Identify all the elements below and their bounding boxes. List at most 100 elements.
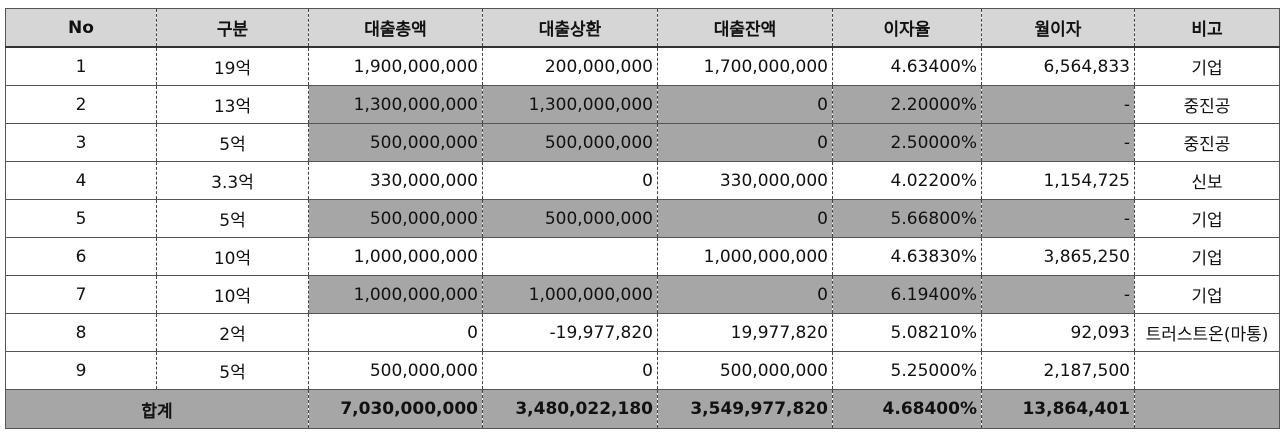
cell-no: 9 xyxy=(5,351,157,390)
table-footer: 합계 7,030,000,000 3,480,022,180 3,549,977… xyxy=(5,389,1280,429)
cell-type: 10억 xyxy=(156,237,309,276)
cell-no: 1 xyxy=(5,47,157,86)
cell-no: 2 xyxy=(5,85,157,124)
cell-interest-rate: 5.25000% xyxy=(832,351,982,390)
cell-loan-balance: 330,000,000 xyxy=(657,161,833,200)
cell-type: 5억 xyxy=(156,199,309,238)
cell-loan-total: 1,300,000,000 xyxy=(308,85,483,124)
cell-no: 8 xyxy=(5,313,157,352)
cell-loan-repaid: 500,000,000 xyxy=(482,199,658,238)
totals-loan-repaid: 3,480,022,180 xyxy=(482,389,658,429)
header-loan-total: 대출총액 xyxy=(308,8,483,48)
cell-loan-repaid: 0 xyxy=(482,351,658,390)
cell-note xyxy=(1134,351,1280,390)
cell-interest-rate: 4.63830% xyxy=(832,237,982,276)
header-interest-rate: 이자율 xyxy=(832,8,982,48)
cell-loan-repaid: 500,000,000 xyxy=(482,123,658,162)
table-row: 6 10억 1,000,000,000 1,000,000,000 4.63830% 3,… xyxy=(5,237,1280,276)
cell-interest-rate: 5.08210% xyxy=(832,313,982,352)
cell-no: 5 xyxy=(5,199,157,238)
cell-monthly-interest: - xyxy=(981,85,1135,124)
cell-interest-rate: 4.63400% xyxy=(832,47,982,86)
cell-loan-total: 500,000,000 xyxy=(308,123,483,162)
header-row: No 구분 대출총액 대출상환 대출잔액 이자율 월이자 비고 xyxy=(5,8,1280,48)
cell-monthly-interest: 3,865,250 xyxy=(981,237,1135,276)
totals-note xyxy=(1134,389,1280,429)
cell-type: 10억 xyxy=(156,275,309,314)
cell-type: 5억 xyxy=(156,351,309,390)
cell-monthly-interest: 2,187,500 xyxy=(981,351,1135,390)
cell-no: 6 xyxy=(5,237,157,276)
cell-interest-rate: 4.02200% xyxy=(832,161,982,200)
cell-note: 기업 xyxy=(1134,47,1280,86)
cell-note: 기업 xyxy=(1134,199,1280,238)
cell-loan-balance: 0 xyxy=(657,123,833,162)
totals-monthly-interest: 13,864,401 xyxy=(981,389,1135,429)
table-row: 3 5억 500,000,000 500,000,000 0 2.50000% - 중진공 xyxy=(5,123,1280,162)
cell-no: 3 xyxy=(5,123,157,162)
header-monthly-interest: 월이자 xyxy=(981,8,1135,48)
table-row: 7 10억 1,000,000,000 1,000,000,000 0 6.19400% -… xyxy=(5,275,1280,314)
cell-monthly-interest: 1,154,725 xyxy=(981,161,1135,200)
table-row: 8 2억 0 -19,977,820 19,977,820 5.08210% 92,093 트… xyxy=(5,313,1280,352)
totals-loan-balance: 3,549,977,820 xyxy=(657,389,833,429)
cell-loan-balance: 1,000,000,000 xyxy=(657,237,833,276)
cell-interest-rate: 6.19400% xyxy=(832,275,982,314)
cell-loan-total: 500,000,000 xyxy=(308,351,483,390)
cell-type: 2억 xyxy=(156,313,309,352)
table-row: 9 5억 500,000,000 0 500,000,000 5.25000% 2,187,… xyxy=(5,351,1280,390)
header-note: 비고 xyxy=(1134,8,1280,48)
cell-note: 트러스트온(마통) xyxy=(1134,313,1280,352)
cell-loan-balance: 0 xyxy=(657,275,833,314)
cell-loan-repaid xyxy=(482,237,658,276)
totals-row: 합계 7,030,000,000 3,480,022,180 3,549,977… xyxy=(5,389,1280,429)
header-no: No xyxy=(5,8,157,48)
cell-interest-rate: 2.50000% xyxy=(832,123,982,162)
cell-interest-rate: 2.20000% xyxy=(832,85,982,124)
cell-loan-repaid: 200,000,000 xyxy=(482,47,658,86)
cell-type: 19억 xyxy=(156,47,309,86)
cell-loan-repaid: 1,300,000,000 xyxy=(482,85,658,124)
cell-loan-repaid: 0 xyxy=(482,161,658,200)
cell-type: 5억 xyxy=(156,123,309,162)
table-header: No 구분 대출총액 대출상환 대출잔액 이자율 월이자 비고 xyxy=(5,8,1280,48)
table-body: 1 19억 1,900,000,000 200,000,000 1,700,000,00… xyxy=(5,47,1280,390)
cell-loan-balance: 500,000,000 xyxy=(657,351,833,390)
cell-loan-balance: 1,700,000,000 xyxy=(657,47,833,86)
cell-loan-repaid: -19,977,820 xyxy=(482,313,658,352)
cell-interest-rate: 5.66800% xyxy=(832,199,982,238)
loan-table: No 구분 대출총액 대출상환 대출잔액 이자율 월이자 비고 1 19억 1,90… xyxy=(5,8,1280,429)
cell-loan-balance: 19,977,820 xyxy=(657,313,833,352)
cell-loan-total: 1,000,000,000 xyxy=(308,275,483,314)
cell-monthly-interest: 6,564,833 xyxy=(981,47,1135,86)
table-row: 2 13억 1,300,000,000 1,300,000,000 0 2.20000% -… xyxy=(5,85,1280,124)
cell-loan-total: 500,000,000 xyxy=(308,199,483,238)
cell-note: 중진공 xyxy=(1134,85,1280,124)
cell-no: 7 xyxy=(5,275,157,314)
cell-loan-total: 0 xyxy=(308,313,483,352)
cell-loan-total: 330,000,000 xyxy=(308,161,483,200)
table-row: 4 3.3억 330,000,000 0 330,000,000 4.02200% 1,15… xyxy=(5,161,1280,200)
table-row: 5 5억 500,000,000 500,000,000 0 5.66800% - 기업 xyxy=(5,199,1280,238)
cell-type: 13억 xyxy=(156,85,309,124)
cell-loan-repaid: 1,000,000,000 xyxy=(482,275,658,314)
totals-label: 합계 xyxy=(5,389,309,429)
cell-loan-total: 1,000,000,000 xyxy=(308,237,483,276)
cell-monthly-interest: - xyxy=(981,199,1135,238)
cell-note: 기업 xyxy=(1134,237,1280,276)
totals-interest-rate: 4.68400% xyxy=(832,389,982,429)
cell-loan-balance: 0 xyxy=(657,85,833,124)
cell-note: 신보 xyxy=(1134,161,1280,200)
totals-loan-total: 7,030,000,000 xyxy=(308,389,483,429)
cell-monthly-interest: - xyxy=(981,123,1135,162)
cell-note: 중진공 xyxy=(1134,123,1280,162)
cell-monthly-interest: - xyxy=(981,275,1135,314)
header-loan-balance: 대출잔액 xyxy=(657,8,833,48)
table-row: 1 19억 1,900,000,000 200,000,000 1,700,000,00… xyxy=(5,47,1280,86)
cell-loan-balance: 0 xyxy=(657,199,833,238)
cell-loan-total: 1,900,000,000 xyxy=(308,47,483,86)
header-loan-repaid: 대출상환 xyxy=(482,8,658,48)
cell-type: 3.3억 xyxy=(156,161,309,200)
cell-no: 4 xyxy=(5,161,157,200)
cell-note: 기업 xyxy=(1134,275,1280,314)
